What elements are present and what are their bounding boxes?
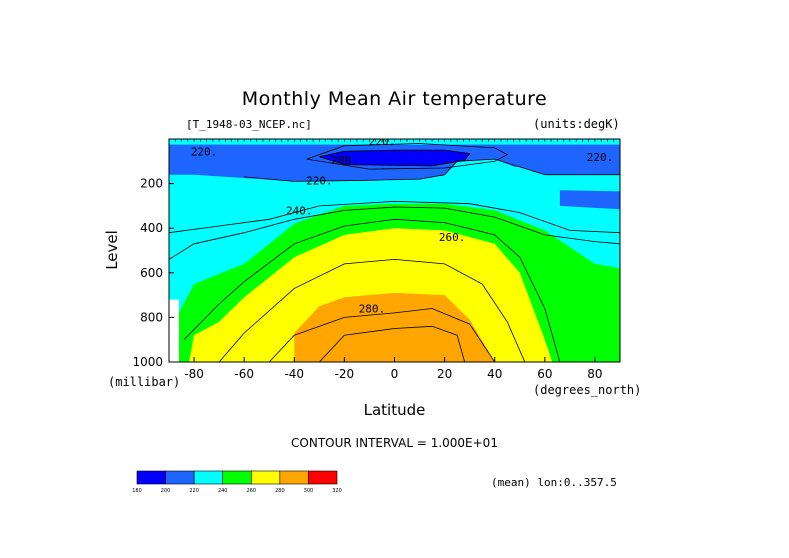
colorbar-label-260: 260 bbox=[247, 488, 257, 494]
x-tick-label--20: -20 bbox=[335, 367, 355, 381]
contour-label-7: 280. bbox=[359, 302, 386, 315]
colorbar-label-240: 240 bbox=[218, 488, 228, 494]
y-tick-label-200: 200 bbox=[140, 177, 163, 191]
contour-line-3 bbox=[183, 218, 561, 362]
colorbar-label-300: 300 bbox=[304, 488, 314, 494]
colorbar-swatch-240 bbox=[222, 470, 252, 485]
x-tick-label--40: -40 bbox=[284, 367, 304, 381]
contour-line-2 bbox=[169, 206, 620, 260]
contour-line-0 bbox=[244, 158, 620, 182]
y-tick-label-800: 800 bbox=[140, 310, 163, 324]
region-280-300-5 bbox=[294, 292, 495, 362]
contour-label-3: 220. bbox=[587, 151, 614, 164]
y-tick-label-400: 400 bbox=[140, 221, 163, 235]
colorbar-swatch-220 bbox=[193, 470, 224, 485]
y-tick-label-1000: 1000 bbox=[132, 355, 163, 369]
contour-line-4 bbox=[218, 258, 526, 362]
x-tick-label--60: -60 bbox=[234, 367, 254, 381]
colorbar-label-220: 220 bbox=[189, 488, 199, 494]
plot-area: 220. 220. 200. 220. 220. 240. 260. 280. bbox=[169, 135, 620, 362]
mean-label: (mean) lon:0..357.5 bbox=[491, 476, 617, 489]
x-tick-label-20: 20 bbox=[437, 367, 452, 381]
contour-line-8 bbox=[306, 143, 509, 170]
region-180-200-2 bbox=[319, 150, 470, 166]
region-180-220-6 bbox=[169, 299, 179, 362]
contour-line-1 bbox=[169, 200, 620, 234]
y-tick-label-600: 600 bbox=[140, 266, 163, 280]
contour-line-5 bbox=[268, 308, 496, 362]
contour-label-0: 220. bbox=[191, 145, 218, 158]
contour-line-7 bbox=[319, 149, 471, 167]
y-axis-label: Level bbox=[103, 230, 121, 270]
x-tick-label-0: 0 bbox=[391, 367, 399, 381]
x-tick-label-60: 60 bbox=[537, 367, 552, 381]
colorbar-swatch-180 bbox=[136, 470, 166, 485]
contour-label-2: 200. bbox=[331, 154, 358, 167]
x-axis-label: Latitude bbox=[363, 401, 426, 419]
contour-interval-text: CONTOUR INTERVAL = 1.000E+01 bbox=[291, 436, 498, 450]
colorbar-swatch-260 bbox=[250, 470, 281, 485]
colorbar-label-280: 280 bbox=[275, 488, 285, 494]
colorbar-swatch-300 bbox=[308, 470, 338, 485]
units-label: (units:degK) bbox=[533, 117, 620, 131]
colorbar-swatch-280 bbox=[279, 470, 309, 485]
contour-label-1: 220. bbox=[369, 135, 396, 148]
contour-label-4: 220. bbox=[306, 174, 333, 187]
contour-label-5: 240. bbox=[286, 204, 313, 217]
chart-title: Monthly Mean Air temperature bbox=[241, 88, 548, 110]
x-tick-label-40: 40 bbox=[487, 367, 502, 381]
x-axis-unit: (degrees_north) bbox=[533, 383, 642, 397]
region-200-220-1 bbox=[559, 190, 620, 210]
colorbar-label-320: 320 bbox=[332, 488, 342, 494]
x-tick-label-80: 80 bbox=[587, 367, 602, 381]
x-tick-label--80: -80 bbox=[184, 367, 204, 381]
contour-line-6 bbox=[319, 325, 466, 362]
file-label: [T_1948-03_NCEP.nc] bbox=[186, 118, 312, 131]
colorbar-label-200: 200 bbox=[161, 488, 171, 494]
contour-label-6: 260. bbox=[439, 231, 466, 244]
colorbar-swatch-200 bbox=[165, 470, 195, 485]
y-axis-unit: (millibar) bbox=[108, 375, 181, 389]
colorbar-label-180: 180 bbox=[132, 488, 142, 494]
